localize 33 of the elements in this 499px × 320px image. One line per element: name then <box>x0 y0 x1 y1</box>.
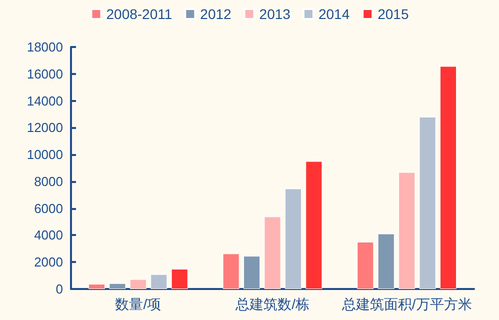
bar <box>419 116 436 289</box>
x-tick-label: 数量/项 <box>115 296 162 312</box>
legend-label: 2014 <box>318 6 350 22</box>
legend-label: 2015 <box>378 6 409 22</box>
y-tick-label: 14000 <box>26 93 63 108</box>
y-tick-label: 4000 <box>34 228 63 243</box>
bar <box>398 172 416 289</box>
bar <box>306 161 322 289</box>
y-tick-label: 12000 <box>26 120 63 136</box>
bar <box>171 268 188 289</box>
bar <box>357 242 374 289</box>
y-tick-label: 2000 <box>34 254 63 270</box>
y-tick-label: 8000 <box>34 174 63 189</box>
bar <box>440 66 457 289</box>
bar <box>150 274 168 289</box>
bar <box>109 283 126 289</box>
x-tick-label: 总建筑数/栋 <box>234 296 310 312</box>
y-tick-label: 16000 <box>26 66 63 82</box>
bar <box>244 256 260 289</box>
legend-label: 2008-2011 <box>106 6 172 22</box>
bar <box>284 188 302 289</box>
x-tick-label: 总建筑面积/万平方米 <box>340 296 472 312</box>
bar <box>88 284 106 289</box>
y-tick-label: 0 <box>56 282 63 296</box>
legend-label: 2012 <box>200 6 232 22</box>
bar <box>378 234 394 289</box>
y-tick-label: 10000 <box>26 147 63 162</box>
bar <box>130 279 146 289</box>
legend-label: 2013 <box>259 6 291 22</box>
y-tick-label: 18000 <box>26 40 63 54</box>
y-tick-label: 6000 <box>34 200 63 216</box>
bar <box>264 216 281 289</box>
bar <box>222 254 240 289</box>
